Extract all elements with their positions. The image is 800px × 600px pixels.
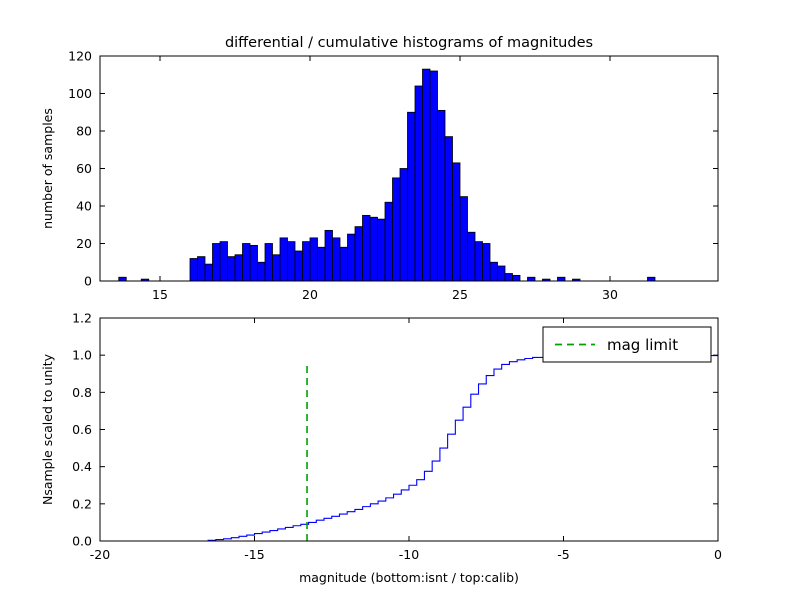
hist-bar (452, 162, 461, 282)
hist-bar (414, 85, 423, 282)
chart-title: differential / cumulative histograms of … (225, 35, 593, 51)
hist-bar (302, 241, 311, 282)
hist-bar (444, 136, 453, 282)
hist-bar (227, 256, 236, 282)
hist-bar (249, 244, 258, 282)
hist-bar (279, 237, 288, 282)
hist-bar (287, 241, 296, 282)
x-tick-label: 30 (602, 287, 618, 302)
hist-bar (257, 261, 266, 282)
hist-bar (384, 201, 393, 282)
y-tick-label: 120 (68, 49, 92, 64)
hist-bar (489, 261, 498, 282)
y-tick-label: 60 (76, 161, 92, 176)
y-tick-label: 20 (76, 236, 92, 251)
hist-bar (407, 111, 416, 282)
x-tick-label: 25 (452, 287, 468, 302)
hist-bar (354, 226, 363, 282)
hist-bar (219, 241, 228, 282)
legend: mag limit (542, 326, 712, 363)
hist-bar (332, 237, 341, 282)
x-tick-label: -10 (399, 547, 419, 562)
hist-bar (527, 276, 536, 282)
y-tick-label: 0.4 (72, 459, 92, 474)
x-tick-label: -20 (90, 547, 110, 562)
hist-bar (392, 177, 401, 282)
hist-bar (294, 250, 303, 282)
y-tick-label: 0.0 (72, 534, 92, 549)
hist-bar (212, 243, 221, 282)
y-tick-label: 0.8 (72, 385, 92, 400)
hist-bar (264, 243, 273, 282)
hist-bar (272, 254, 281, 282)
hist-bar (474, 241, 483, 282)
y-axis-label: number of samples (40, 108, 55, 229)
hist-bar (189, 258, 198, 282)
hist-bar (362, 214, 371, 282)
hist-bar (242, 243, 251, 282)
hist-bar (317, 246, 326, 282)
hist-bar (369, 216, 378, 282)
hist-bar (497, 265, 506, 282)
x-tick-label: 0 (714, 547, 722, 562)
x-tick-label: 20 (302, 287, 318, 302)
y-tick-label: 0.6 (72, 422, 92, 437)
histogram-subplot: 15 20 25 30 0 20 40 60 80 100 120 number of samples… (40, 35, 719, 302)
histogram-bars (118, 68, 656, 282)
legend-label: mag limit (607, 336, 678, 354)
y-tick-label: 1.0 (72, 348, 92, 363)
y-tick-label: 0.2 (72, 496, 92, 511)
hist-bar (482, 243, 491, 282)
x-tick-label: -15 (244, 547, 264, 562)
hist-bar (324, 229, 333, 282)
hist-bar (399, 168, 408, 282)
y-tick-label: 40 (76, 199, 92, 214)
hist-bar (467, 231, 476, 282)
hist-bar (197, 256, 206, 282)
hist-bar (339, 246, 348, 282)
hist-bar (309, 237, 318, 282)
hist-bar (429, 70, 438, 282)
y-tick-label: 0 (84, 274, 92, 289)
x-tick-label: 15 (152, 287, 168, 302)
hist-bar (557, 276, 566, 282)
y-tick-label: 1.2 (72, 311, 92, 326)
hist-bar (377, 218, 386, 282)
hist-bar (347, 233, 356, 282)
x-axis-label: magnitude (bottom:isnt / top:calib) (299, 570, 519, 585)
hist-bar (504, 273, 513, 282)
hist-bar (204, 263, 213, 282)
hist-bar (118, 276, 127, 282)
cumulative-subplot: -20 -15 -10 -5 0 0.0 0.2 0.4 0.6 0.8 1.0 1.2 Nsample… (40, 311, 722, 586)
x-tick-label: -5 (557, 547, 569, 562)
cumulative-line (100, 354, 719, 542)
y-tick-label: 80 (76, 124, 92, 139)
y-tick-label: 100 (68, 86, 92, 101)
hist-bar (234, 254, 243, 282)
hist-bar (512, 274, 521, 282)
y-axis-label: Nsample scaled to unity (40, 353, 55, 505)
hist-bar (437, 109, 446, 282)
hist-bar (422, 68, 431, 282)
hist-bar (459, 196, 468, 282)
hist-bar (647, 276, 656, 282)
